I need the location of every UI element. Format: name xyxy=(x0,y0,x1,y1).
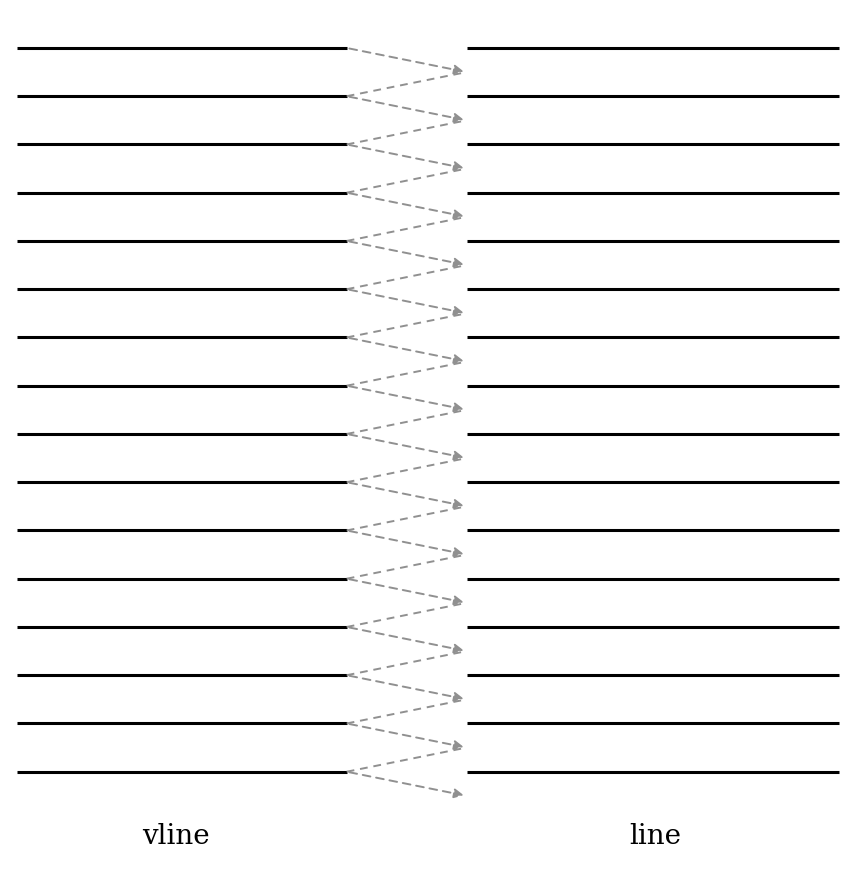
Text: line: line xyxy=(629,823,681,850)
Text: vline: vline xyxy=(141,823,210,850)
